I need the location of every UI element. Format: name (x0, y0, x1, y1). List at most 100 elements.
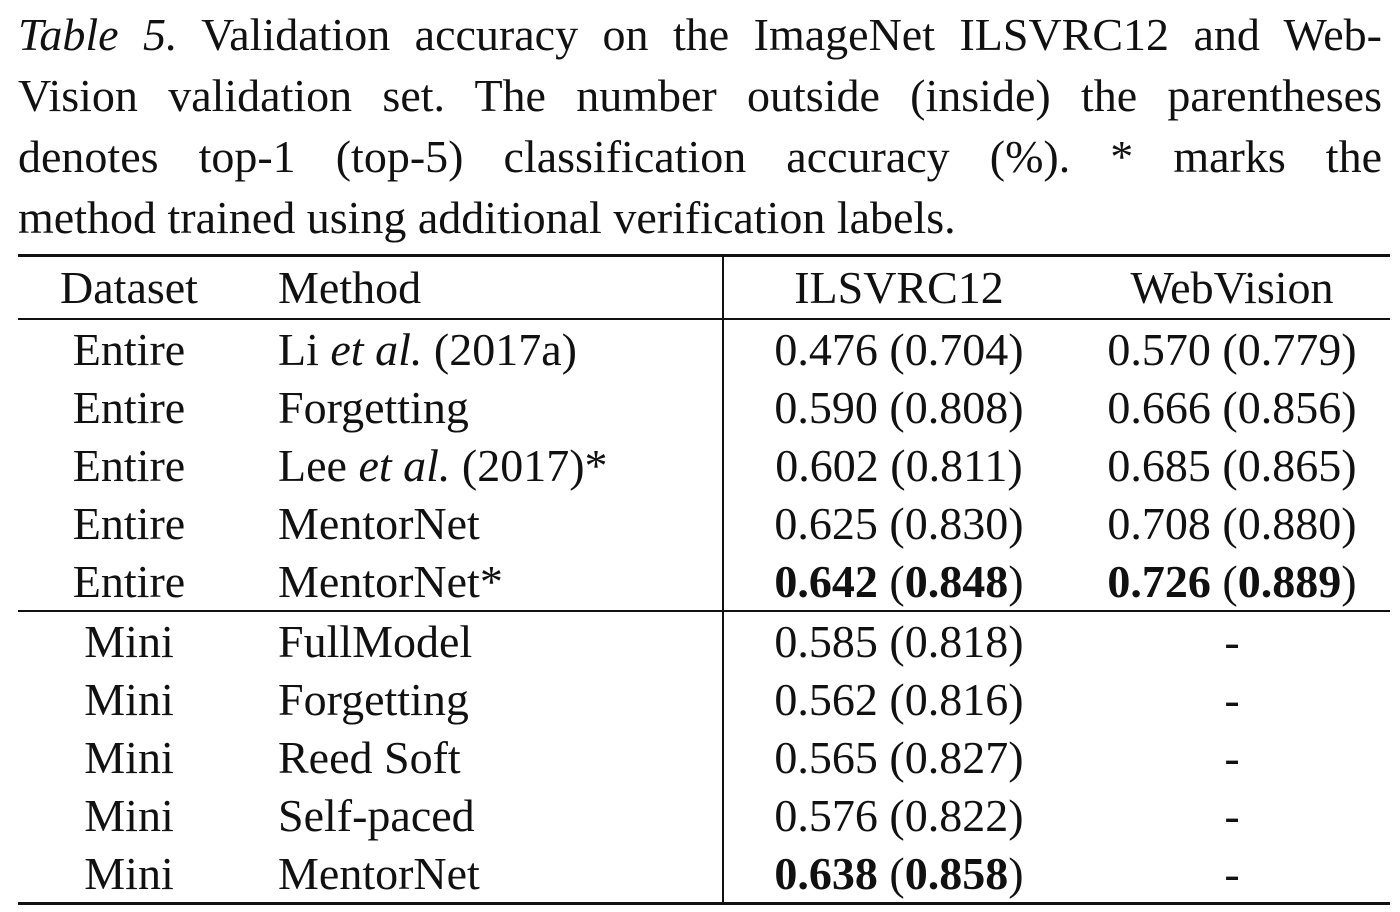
method-etal: et al. (330, 323, 423, 375)
cell-webvision-top5: 0.880 (1237, 497, 1342, 549)
method-name: Li (278, 323, 331, 375)
caption-line-4: method trained using additional verifica… (18, 192, 956, 243)
cell-ilsvrc12-top5: 0.808 (904, 381, 1009, 433)
table-row: Mini Self-paced 0.576 (0.822) - (18, 786, 1390, 844)
method-name: MentorNet* (278, 555, 503, 607)
cell-method: Reed Soft (278, 731, 461, 783)
cell-method: Li et al. (2017a) (240, 319, 723, 378)
cell-webvision-top1: 0.570 (1107, 323, 1211, 375)
cell-ilsvrc12: 0.625 (0.830) (722, 494, 1074, 552)
cell-ilsvrc12-top5: 0.822 (904, 789, 1009, 841)
cell-dataset: Entire (72, 381, 186, 433)
entire-group: Entire Li et al. (2017a) 0.476 (0.704) 0.57… (18, 319, 1390, 612)
cell-method: Self-paced (278, 789, 475, 841)
cell-ilsvrc12-top5: 0.830 (904, 497, 1009, 549)
cell-ilsvrc12-top5: 0.704 (904, 323, 1009, 375)
cell-webvision: 0.666 (0.856) (1107, 381, 1357, 433)
cell-dataset: Entire (72, 323, 186, 375)
cell-ilsvrc12: 0.562 (0.816) (722, 670, 1074, 728)
cell-webvision: 0.570 (0.779) (1107, 323, 1357, 375)
cell-webvision-top5: 0.889 (1237, 555, 1342, 607)
caption-line-2: Vision validation set. The number outsid… (18, 70, 1382, 121)
cell-webvision: - (1224, 615, 1240, 667)
cell-ilsvrc12-top5: 0.818 (904, 615, 1009, 667)
results-table: Dataset Method ILSVRC12 WebVision Entire… (18, 254, 1390, 905)
cell-ilsvrc12-top1: 0.602 (775, 439, 879, 491)
cell-webvision-top1: 0.666 (1107, 381, 1211, 433)
table-row: Entire MentorNet 0.625 (0.830) 0.708 (0.880… (18, 494, 1390, 552)
cell-ilsvrc12: 0.476 (0.704) (722, 319, 1074, 378)
table-row: Entire MentorNet* 0.642 (0.848) 0.726 (0.88… (18, 552, 1390, 612)
caption-line-3: denotes top-1 (top-5) classification acc… (18, 131, 1382, 182)
cell-webvision: 0.726 (0.889) (1074, 552, 1390, 612)
caption-label: Table 5. (18, 9, 178, 60)
cell-ilsvrc12-top1: 0.642 (774, 555, 878, 607)
method-suffix: (2017a) (422, 323, 577, 375)
cell-ilsvrc12: 0.642 (0.848) (722, 552, 1074, 612)
cell-webvision-top5: 0.779 (1237, 323, 1342, 375)
cell-webvision-top5: 0.856 (1237, 381, 1342, 433)
cell-ilsvrc12-top5: 0.858 (904, 847, 1009, 899)
cell-webvision-top1: 0.726 (1107, 555, 1211, 607)
header-ilsvrc12: ILSVRC12 (722, 254, 1074, 320)
table-row: Mini Forgetting 0.562 (0.816) - (18, 670, 1390, 728)
cell-ilsvrc12: 0.590 (0.808) (722, 378, 1074, 436)
cell-ilsvrc12-top1: 0.625 (774, 497, 878, 549)
cell-ilsvrc12-top5: 0.827 (904, 731, 1009, 783)
table-row: Entire Lee et al. (2017)* 0.602 (0.811) 0.6… (18, 436, 1390, 494)
cell-dataset: Mini (18, 844, 240, 905)
cell-ilsvrc12: 0.638 (0.858) (722, 844, 1074, 905)
cell-webvision-top5: 0.865 (1237, 439, 1342, 491)
cell-ilsvrc12-top1: 0.585 (774, 615, 878, 667)
cell-dataset: Mini (84, 615, 174, 667)
cell-webvision: - (1224, 673, 1240, 725)
cell-webvision: - (1074, 844, 1390, 905)
table-row: Entire Li et al. (2017a) 0.476 (0.704) 0.57… (18, 319, 1390, 378)
cell-webvision: 0.708 (0.880) (1107, 497, 1357, 549)
cell-ilsvrc12: 0.585 (0.818) (722, 611, 1074, 670)
cell-ilsvrc12-top1: 0.476 (774, 323, 878, 375)
table-row: Mini FullModel 0.585 (0.818) - (18, 611, 1390, 670)
cell-ilsvrc12-top1: 0.590 (774, 381, 878, 433)
method-name: Lee (278, 439, 359, 491)
cell-ilsvrc12-top1: 0.565 (774, 731, 878, 783)
cell-ilsvrc12-top1: 0.562 (774, 673, 878, 725)
table-caption: Table 5. Validation accuracy on the Imag… (18, 4, 1382, 248)
cell-ilsvrc12-top5: 0.816 (904, 673, 1009, 725)
method-etal: et al. (358, 439, 451, 491)
mini-group: Mini FullModel 0.585 (0.818) - Mini Forgettin… (18, 611, 1390, 905)
cell-dataset: Entire (72, 497, 186, 549)
cell-dataset: Mini (84, 731, 174, 783)
cell-method: Lee et al. (2017)* (240, 436, 723, 494)
header-row: Dataset Method ILSVRC12 WebVision (18, 254, 1390, 320)
caption-line-1: Table 5. Validation accuracy on the Imag… (18, 4, 1382, 65)
table-row: Mini MentorNet 0.638 (0.858) - (18, 844, 1390, 905)
cell-webvision-top1: 0.685 (1107, 439, 1211, 491)
cell-webvision: 0.685 (0.865) (1107, 439, 1357, 491)
cell-ilsvrc12: 0.602 (0.811) (722, 436, 1074, 494)
cell-method: FullModel (278, 615, 473, 667)
cell-webvision-top1: 0.708 (1107, 497, 1211, 549)
header-method: Method (240, 254, 723, 320)
table-row: Mini Reed Soft 0.565 (0.827) - (18, 728, 1390, 786)
caption-text-1: Validation accuracy on the ImageNet ILSV… (177, 9, 1382, 60)
cell-method: MentorNet* (240, 552, 723, 612)
cell-dataset: Mini (84, 673, 174, 725)
cell-ilsvrc12: 0.565 (0.827) (722, 728, 1074, 786)
cell-webvision: - (1224, 731, 1240, 783)
cell-dataset: Mini (84, 789, 174, 841)
table-row: Entire Forgetting 0.590 (0.808) 0.666 (0.85… (18, 378, 1390, 436)
cell-method: MentorNet (240, 844, 723, 905)
cell-ilsvrc12-top5: 0.811 (905, 439, 1008, 491)
cell-method: Forgetting (240, 378, 723, 436)
cell-ilsvrc12-top1: 0.576 (774, 789, 878, 841)
method-suffix: (2017)* (450, 439, 608, 491)
cell-webvision: - (1224, 789, 1240, 841)
cell-dataset: Entire (18, 552, 240, 612)
method-name: MentorNet (278, 497, 480, 549)
cell-method: Forgetting (278, 673, 469, 725)
header-webvision: WebVision (1074, 254, 1390, 320)
method-name: Forgetting (278, 381, 469, 433)
cell-ilsvrc12: 0.576 (0.822) (722, 786, 1074, 844)
header-dataset: Dataset (18, 254, 240, 320)
